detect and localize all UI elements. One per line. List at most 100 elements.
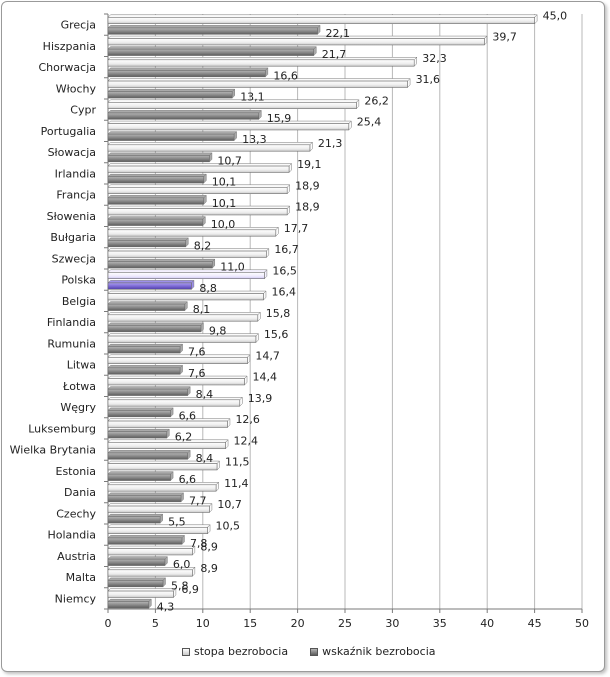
value-label-series2: 8,8: [199, 282, 217, 295]
bar-series1: [107, 290, 267, 301]
value-label-series2: 10,0: [211, 218, 236, 231]
bar-series2: [107, 598, 152, 609]
value-label-series2: 6,0: [173, 558, 191, 571]
value-label-series2: 6,6: [179, 409, 197, 422]
category-label: Dania: [64, 486, 96, 499]
category-label: Luksemburg: [28, 422, 96, 435]
bar-series1: [107, 566, 196, 577]
value-label-series1: 16,7: [274, 243, 299, 256]
category-label: Grecja: [61, 19, 96, 32]
value-label-series2: 8,4: [196, 388, 214, 401]
bar-series1: [107, 502, 213, 514]
value-label-series1: 16,5: [272, 264, 297, 277]
value-label-series2: 10,1: [212, 176, 237, 189]
bar-series2: [107, 88, 236, 99]
bar-series1: [107, 396, 243, 407]
category-label: Słowacja: [48, 146, 96, 159]
bar-series1: [107, 99, 360, 110]
category-label: Niemcy: [55, 592, 97, 605]
value-label-series1: 45,0: [543, 9, 568, 22]
bar-series2: [107, 237, 189, 248]
value-label-series1: 31,6: [416, 73, 441, 86]
bar-series2: [107, 131, 238, 142]
category-label: Malta: [66, 571, 96, 584]
category-label: Włochy: [56, 82, 97, 95]
value-label-series1: 26,2: [364, 94, 389, 107]
x-tick-label: 10: [196, 617, 210, 630]
bar-series2: [107, 556, 168, 567]
value-label-series1: 6,9: [181, 583, 199, 596]
bar-series1: [107, 162, 293, 174]
category-label: Irlandia: [55, 167, 96, 180]
value-label-series2: 4,3: [157, 601, 175, 614]
value-label-series2: 15,9: [267, 112, 292, 125]
category-label: Holandia: [47, 529, 96, 542]
legend-swatch-series2: [310, 647, 319, 656]
bar-series1: [107, 269, 268, 280]
value-label-series2: 6,2: [175, 431, 193, 444]
legend-label-series2: wskaźnik bezrobocia: [322, 645, 436, 658]
bars: [107, 14, 538, 609]
legend-item-series1: stopa bezrobocia: [182, 645, 288, 658]
bar-series1: [107, 524, 211, 535]
x-tick-label: 20: [291, 617, 305, 630]
value-label-series1: 13,9: [248, 392, 273, 405]
bar-series2: [107, 109, 262, 120]
bar-series1: [107, 587, 177, 599]
bar-series2: [107, 279, 195, 290]
bar-series1: [107, 311, 261, 322]
bar-series1: [107, 35, 488, 46]
bar-series1: [107, 354, 251, 365]
bar-series1: [107, 120, 352, 131]
bar-series2: [107, 194, 207, 205]
x-tick-label: 45: [528, 617, 542, 630]
value-label-series2: 22,1: [326, 27, 351, 40]
value-label-series1: 10,7: [217, 498, 242, 511]
x-tick-label: 5: [152, 617, 159, 630]
value-label-series2: 10,7: [217, 154, 242, 167]
bar-series1: [107, 56, 418, 67]
value-label-series2: 11,0: [220, 261, 245, 274]
x-tick-label: 15: [243, 617, 257, 630]
labels: 0 5 10 15 20 25 30 35 40 45 50 Grecja 45,0 22,1 Hiszpa…: [10, 9, 589, 630]
bar-series2: [107, 258, 216, 269]
value-label-series2: 10,1: [212, 197, 237, 210]
bar-series2: [107, 343, 184, 354]
category-label: Szwecja: [52, 252, 96, 265]
category-label: Hiszpania: [43, 40, 96, 53]
bar-series2: [107, 534, 186, 545]
value-label-series1: 14,7: [255, 349, 280, 362]
category-label: Francja: [56, 189, 96, 202]
bar-series2: [107, 216, 206, 227]
value-label-series2: 21,7: [322, 48, 347, 61]
value-label-series1: 21,3: [318, 137, 343, 150]
value-label-series2: 9,8: [209, 324, 227, 337]
value-label-series1: 14,4: [253, 371, 278, 384]
bar-series2: [107, 492, 185, 503]
value-label-series2: 7,7: [189, 494, 207, 507]
x-tick-label: 0: [105, 617, 112, 630]
bar-series2: [107, 173, 207, 184]
bar-series2: [107, 24, 321, 35]
value-label-series1: 15,6: [264, 328, 289, 341]
category-label: Czechy: [56, 507, 96, 520]
value-label-series1: 32,3: [422, 52, 447, 65]
bar-series2: [107, 46, 317, 57]
category-label: Słowenia: [47, 210, 96, 223]
bar-series1: [107, 481, 220, 492]
bar-series1: [107, 205, 291, 216]
category-label: Finlandia: [47, 316, 96, 329]
bar-series2: [107, 301, 188, 312]
value-label-series1: 17,7: [284, 222, 309, 235]
bar-series2: [107, 364, 184, 375]
value-label-series1: 12,4: [234, 434, 259, 447]
value-label-series2: 6,6: [179, 473, 197, 486]
bar-series1: [107, 417, 231, 429]
value-label-series2: 5,8: [171, 579, 189, 592]
bar-series1: [107, 460, 221, 471]
value-label-series1: 11,4: [224, 477, 249, 490]
bar-series2: [107, 428, 170, 439]
category-label: Estonia: [56, 465, 97, 478]
bar-series1: [107, 332, 259, 344]
x-tick-label: 40: [480, 617, 494, 630]
